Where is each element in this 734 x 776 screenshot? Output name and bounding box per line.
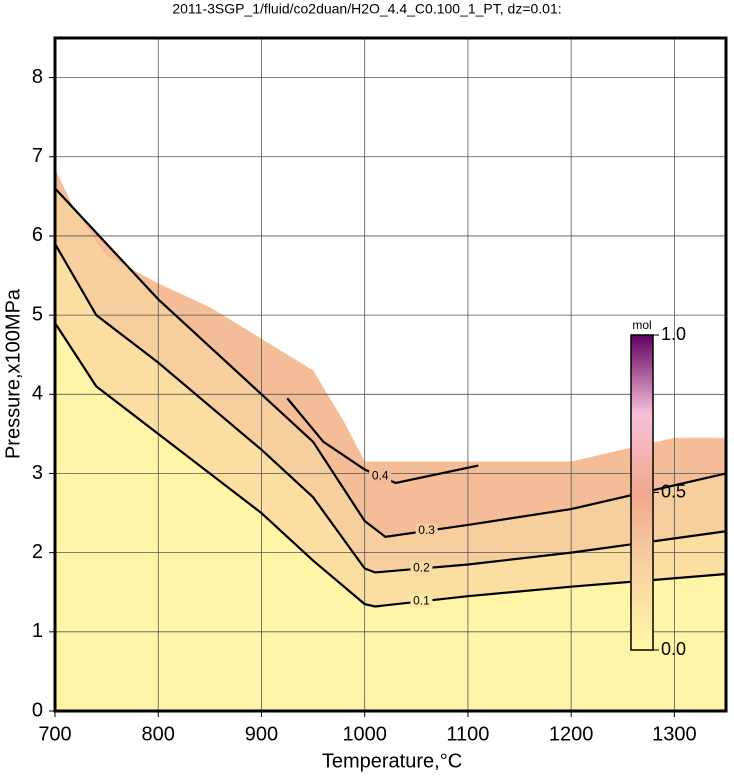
contour-label: 0.4 [372,468,389,482]
y-tick-label: 7 [32,145,43,167]
colorbar-tick-label: 1.0 [661,324,686,344]
x-tick-label: 1100 [446,723,489,745]
contour-fill [55,168,726,537]
x-tick-label: 1200 [549,723,594,745]
y-tick-label: 5 [32,303,43,325]
contour-label-bg [410,561,433,576]
y-tick-label: 3 [32,462,43,484]
y-tick-label: 4 [32,383,43,405]
data-region [55,168,726,711]
contour-line [54,243,727,574]
contour-label: 0.1 [413,594,430,608]
x-tick-label: 700 [38,723,71,745]
colorbar-label: mol [632,318,651,332]
contour-label-bg [369,469,392,484]
contour-line [286,397,479,485]
y-tick-label: 2 [32,541,43,563]
contour-label: 0.3 [418,523,435,537]
colorbar [630,334,654,651]
y-tick-label: 0 [32,699,43,721]
x-tick-label: 800 [142,723,175,745]
x-tick-label: 1300 [652,723,697,745]
x-axis-label: Temperature,°C [322,750,462,772]
contour-label-bg [415,523,438,538]
y-axis-label: Pressure,x100MPa [2,288,24,459]
y-tick-label: 8 [32,66,43,88]
contour-label: 0.2 [413,561,430,575]
contour-line [54,322,727,608]
y-tick-label: 6 [32,224,43,246]
contour-line [54,187,727,538]
colorbar-tick-label: 0.5 [661,481,686,501]
colorbar-tick-label: 0.0 [661,639,686,659]
x-tick-label: 900 [245,723,278,745]
contour-label-bg [410,594,433,609]
plot-frame [53,36,728,713]
x-tick-label: 1000 [342,723,387,745]
y-tick-label: 1 [32,620,43,642]
chart-title: 2011-3SGP_1/fluid/co2duan/H2O_4.4_C0.100… [172,1,561,17]
